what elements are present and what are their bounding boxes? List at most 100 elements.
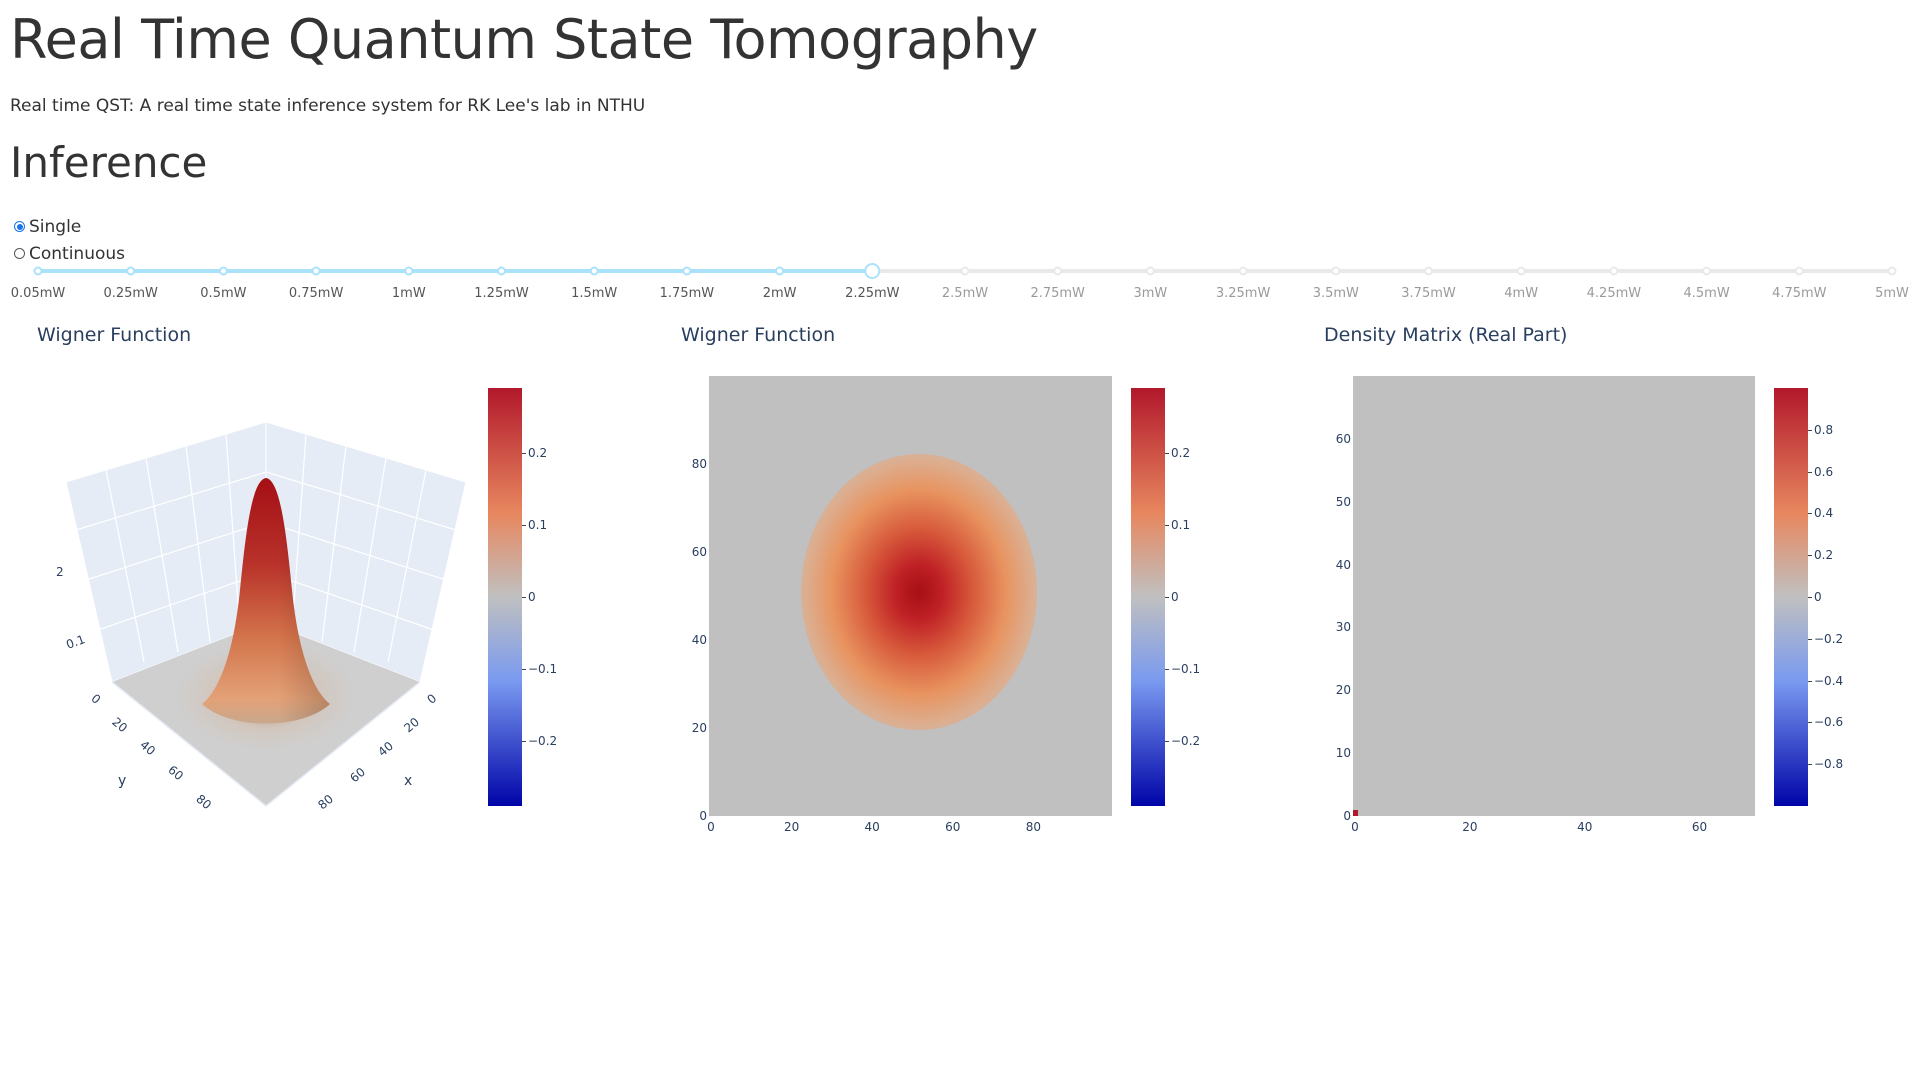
y-axis-title: y: [118, 773, 127, 789]
power-slider[interactable]: 0.05mW 0.25mW 0.5mW 0.75mW 1mW 1.25mW 1.5mW 1.7…: [0, 258, 1920, 308]
radio-continuous[interactable]: Continuous: [14, 240, 125, 267]
y-axis-tick: 0: [699, 809, 707, 823]
slider-mark-label[interactable]: 2.25mW: [845, 286, 900, 301]
slider-dot-19[interactable]: [1794, 266, 1804, 276]
colorbar-tick-mark: [1808, 764, 1812, 766]
colorbar-tick-label: −0.6: [1814, 715, 1844, 730]
x-axis-tick: 0: [1351, 820, 1359, 834]
slider-mark-label[interactable]: 5mW: [1875, 286, 1909, 301]
slider-dot-6[interactable]: [589, 266, 599, 276]
colorbar-tick-mark: [1165, 669, 1169, 671]
slider-mark-label[interactable]: 3.25mW: [1215, 286, 1271, 301]
radio-single-indicator[interactable]: [14, 221, 25, 232]
x-axis-tick: 60: [1691, 820, 1708, 834]
colorbar-density-matrix: [1774, 388, 1808, 806]
mode-radio-group: Single Continuous: [14, 213, 125, 267]
section-title-inference: Inference: [10, 138, 208, 187]
slider-mark-label[interactable]: 3.5mW: [1312, 286, 1359, 301]
slider-dot-3[interactable]: [311, 266, 321, 276]
colorbar-tick-label: −0.4: [1814, 673, 1844, 688]
slider-mark-label[interactable]: 0.75mW: [288, 286, 344, 301]
slider-track[interactable]: [0, 258, 1920, 288]
slider-mark-label[interactable]: 4.25mW: [1586, 286, 1642, 301]
slider-mark-label[interactable]: 0.25mW: [103, 286, 158, 301]
page-title: Real Time Quantum State Tomography: [10, 8, 1038, 71]
colorbar-tick-mark: [522, 452, 526, 454]
slider-dot-13[interactable]: [1238, 266, 1248, 276]
slider-dot-20[interactable]: [1887, 266, 1897, 276]
slider-mark-label[interactable]: 4.75mW: [1772, 286, 1827, 301]
x-axis-tick: 60: [945, 820, 961, 834]
slider-dot-8[interactable]: [775, 266, 785, 276]
colorbar-tick-label: 0: [1814, 590, 1822, 604]
colorbar-tick-mark: [1808, 722, 1812, 724]
slider-dot-14[interactable]: [1331, 266, 1341, 276]
slider-dot-16[interactable]: [1516, 266, 1526, 276]
colorbar-tick-mark: [1808, 429, 1812, 431]
panel-title-density-matrix: Density Matrix (Real Part): [1324, 324, 1568, 346]
x-axis-tick: 20: [1462, 820, 1478, 834]
colorbar-tick-mark: [1808, 555, 1812, 557]
x-axis-tick: 40: [864, 820, 880, 834]
slider-handle[interactable]: [864, 263, 881, 279]
slider-mark-label[interactable]: 4mW: [1504, 286, 1539, 301]
y-axis-tick: 20: [1335, 683, 1351, 698]
radio-single[interactable]: Single: [14, 213, 125, 240]
slider-dot-5[interactable]: [497, 266, 506, 276]
slider-mark-label[interactable]: 1.5mW: [571, 286, 618, 301]
colorbar-wigner-3d: [488, 388, 522, 806]
slider-mark-label[interactable]: 1.25mW: [474, 286, 529, 301]
wigner-heatmap[interactable]: [709, 376, 1112, 816]
colorbar-tick-label: 0.2: [528, 445, 548, 460]
slider-mark-label[interactable]: 3mW: [1133, 286, 1168, 301]
slider-dot-12[interactable]: [1145, 266, 1155, 276]
y-axis-tick: 30: [1335, 620, 1351, 635]
slider-mark-label[interactable]: 2mW: [762, 286, 797, 301]
slider-mark-label[interactable]: 2.5mW: [941, 286, 989, 301]
slider-dot-15[interactable]: [1424, 266, 1433, 276]
x-axis-tick: 20: [783, 820, 800, 834]
colorbar-tick-label: 0.1: [528, 517, 548, 532]
slider-dot-11[interactable]: [1053, 266, 1063, 276]
radio-single-label: Single: [29, 216, 82, 237]
colorbar-tick-label: 0.6: [1814, 464, 1834, 479]
surface-wall-grid: [75, 433, 457, 663]
slider-dot-4[interactable]: [404, 266, 414, 276]
slider-dot-17[interactable]: [1609, 266, 1619, 276]
slider-dot-0[interactable]: [33, 266, 43, 276]
colorbar-tick-label: −0.1: [528, 662, 558, 677]
y-axis-tick: 40: [691, 633, 707, 647]
slider-dot-7[interactable]: [682, 266, 692, 276]
z-tick-2: 2: [56, 565, 64, 579]
density-matrix-heatmap[interactable]: [1353, 376, 1755, 816]
colorbar-tick-mark: [1165, 597, 1169, 598]
y-axis-tick: 60: [691, 545, 707, 559]
colorbar-tick-label: −0.8: [1814, 757, 1844, 772]
slider-mark-label[interactable]: 1mW: [391, 286, 426, 301]
panel-title-wigner-2d: Wigner Function: [681, 324, 836, 346]
colorbar-tick-mark: [522, 741, 526, 743]
colorbar-wigner-2d: [1131, 388, 1165, 806]
radio-continuous-label: Continuous: [29, 243, 126, 264]
slider-mark-label[interactable]: 0.05mW: [10, 286, 66, 301]
colorbar-tick-mark: [522, 597, 526, 598]
radio-continuous-indicator[interactable]: [14, 248, 25, 259]
x-axis-tick: 80: [1025, 820, 1042, 834]
slider-dot-10[interactable]: [960, 266, 970, 276]
y-axis-tick: 0: [1343, 809, 1351, 823]
surface-peak-shade: [202, 478, 330, 724]
slider-dot-1[interactable]: [126, 266, 136, 276]
y-axis-tick: 50: [1335, 494, 1351, 509]
x-axis-title: x: [404, 773, 413, 789]
slider-mark-label[interactable]: 2.75mW: [1030, 286, 1085, 301]
slider-mark-label[interactable]: 3.75mW: [1401, 286, 1456, 301]
y-axis-tick: 60: [1335, 431, 1351, 446]
slider-dot-18[interactable]: [1702, 266, 1712, 276]
y-axis-tick: 10: [1335, 746, 1351, 761]
colorbar-tick-mark: [1808, 638, 1812, 640]
slider-mark-label[interactable]: 4.5mW: [1683, 286, 1730, 301]
wigner-surface-plot[interactable]: 2 0.1 0 20 40 60 80 y 0 20 40 60 80 x: [40, 400, 480, 840]
slider-dot-2[interactable]: [218, 266, 228, 276]
slider-mark-label[interactable]: 0.5mW: [200, 286, 247, 301]
slider-mark-label[interactable]: 1.75mW: [659, 286, 715, 301]
